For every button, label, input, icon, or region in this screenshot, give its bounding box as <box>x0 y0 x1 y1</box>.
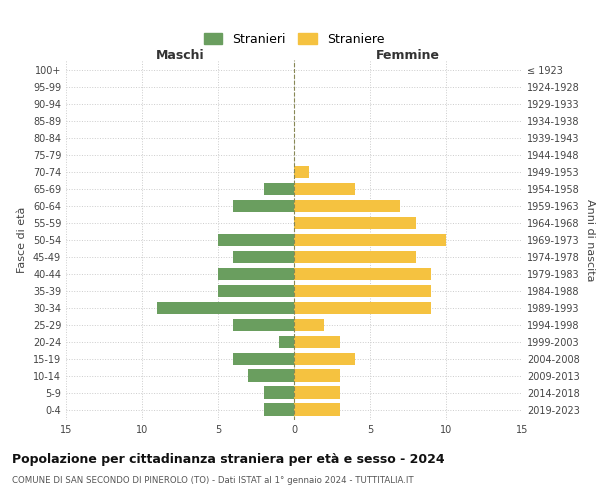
Bar <box>294 234 446 246</box>
Bar <box>157 302 294 314</box>
Bar <box>218 268 294 280</box>
Bar <box>294 182 355 196</box>
Bar <box>294 200 400 212</box>
Bar <box>294 250 416 264</box>
Bar <box>294 302 431 314</box>
Bar <box>294 404 340 416</box>
Bar <box>294 370 340 382</box>
Y-axis label: Anni di nascita: Anni di nascita <box>585 198 595 281</box>
Bar <box>233 200 294 212</box>
Bar <box>263 404 294 416</box>
Bar <box>294 216 416 230</box>
Y-axis label: Fasce di età: Fasce di età <box>17 207 27 273</box>
Bar <box>294 166 309 178</box>
Bar <box>248 370 294 382</box>
Text: Popolazione per cittadinanza straniera per età e sesso - 2024: Popolazione per cittadinanza straniera p… <box>12 452 445 466</box>
Bar <box>218 234 294 246</box>
Bar <box>294 386 340 399</box>
Bar <box>263 386 294 399</box>
Bar <box>294 352 355 365</box>
Bar <box>279 336 294 348</box>
Bar <box>294 284 431 298</box>
Legend: Stranieri, Straniere: Stranieri, Straniere <box>197 26 391 52</box>
Text: Femmine: Femmine <box>376 48 440 62</box>
Text: COMUNE DI SAN SECONDO DI PINEROLO (TO) - Dati ISTAT al 1° gennaio 2024 - TUTTITA: COMUNE DI SAN SECONDO DI PINEROLO (TO) -… <box>12 476 413 485</box>
Bar <box>233 250 294 264</box>
Bar <box>233 318 294 332</box>
Text: Maschi: Maschi <box>155 48 205 62</box>
Bar <box>294 318 325 332</box>
Bar <box>233 352 294 365</box>
Bar <box>218 284 294 298</box>
Bar <box>294 268 431 280</box>
Bar <box>263 182 294 196</box>
Bar <box>294 336 340 348</box>
